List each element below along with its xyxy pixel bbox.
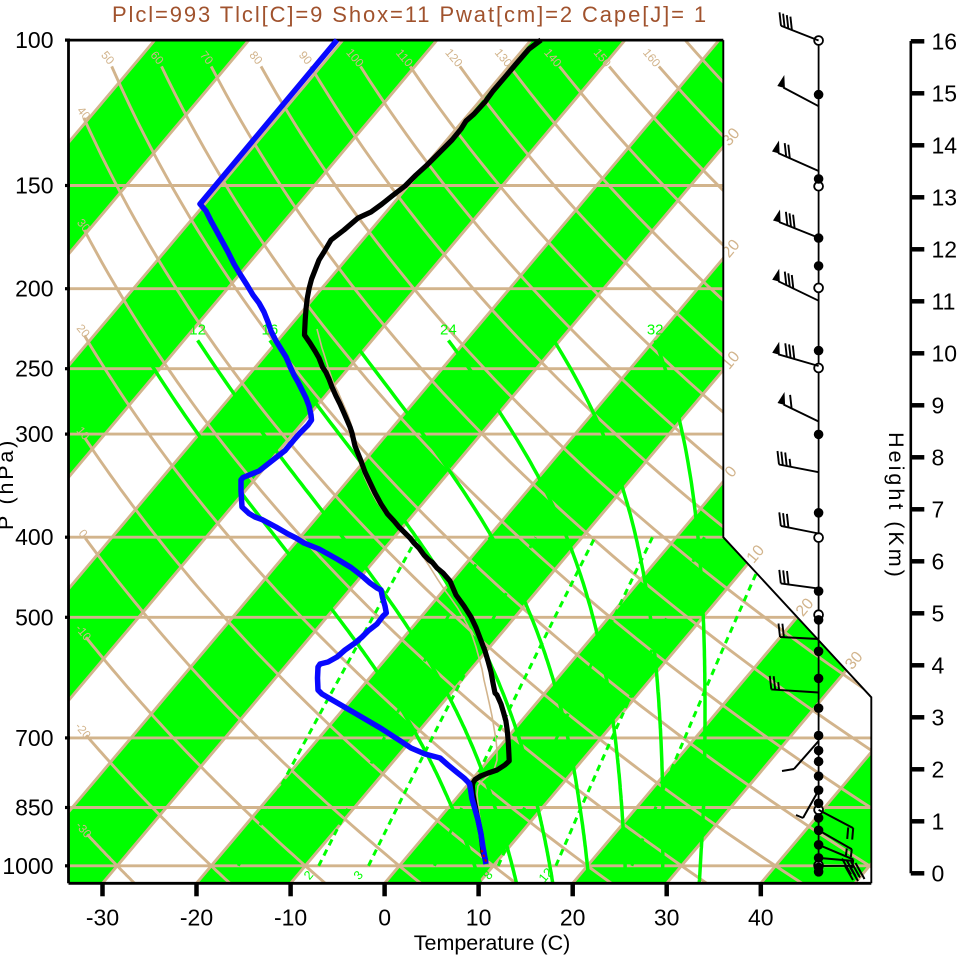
svg-text:Temperature (C): Temperature (C)	[414, 931, 571, 955]
svg-text:5: 5	[932, 600, 945, 626]
svg-text:Plcl=993 Tlcl[C]=9 Shox=11 Pwa: Plcl=993 Tlcl[C]=9 Shox=11 Pwat[cm]=2 Ca…	[112, 2, 708, 27]
svg-text:15: 15	[932, 80, 958, 106]
svg-text:850: 850	[15, 795, 53, 821]
svg-text:30: 30	[654, 904, 680, 930]
svg-text:6: 6	[932, 548, 945, 574]
svg-text:-10: -10	[274, 904, 307, 930]
svg-text:0: 0	[378, 904, 391, 930]
svg-text:40: 40	[748, 904, 774, 930]
svg-text:150: 150	[15, 173, 53, 199]
svg-text:20: 20	[560, 904, 586, 930]
svg-text:1: 1	[932, 808, 945, 834]
svg-text:100: 100	[15, 27, 53, 53]
svg-text:250: 250	[15, 356, 53, 382]
svg-text:1000: 1000	[2, 853, 53, 879]
svg-text:-20: -20	[180, 904, 213, 930]
svg-text:400: 400	[15, 524, 53, 550]
svg-text:10: 10	[466, 904, 492, 930]
svg-text:8: 8	[932, 444, 945, 470]
svg-text:10: 10	[932, 340, 958, 366]
svg-text:16: 16	[932, 28, 958, 54]
svg-text:200: 200	[15, 276, 53, 302]
svg-text:7: 7	[932, 496, 945, 522]
svg-text:700: 700	[15, 725, 53, 751]
svg-text:300: 300	[15, 421, 53, 447]
svg-text:2: 2	[932, 756, 945, 782]
svg-text:14: 14	[932, 132, 958, 158]
svg-text:24: 24	[440, 322, 457, 339]
svg-text:32: 32	[647, 322, 664, 339]
svg-text:12: 12	[189, 322, 206, 339]
svg-text:-30: -30	[86, 904, 119, 930]
svg-text:Height (Km): Height (Km)	[884, 432, 908, 580]
svg-text:P (hPa): P (hPa)	[0, 438, 18, 530]
svg-text:0: 0	[932, 860, 945, 886]
svg-text:4: 4	[932, 652, 945, 678]
svg-text:500: 500	[15, 604, 53, 630]
svg-text:3: 3	[932, 704, 945, 730]
svg-text:12: 12	[932, 236, 958, 262]
svg-text:13: 13	[932, 184, 958, 210]
svg-text:11: 11	[932, 288, 956, 314]
svg-text:9: 9	[932, 392, 945, 418]
